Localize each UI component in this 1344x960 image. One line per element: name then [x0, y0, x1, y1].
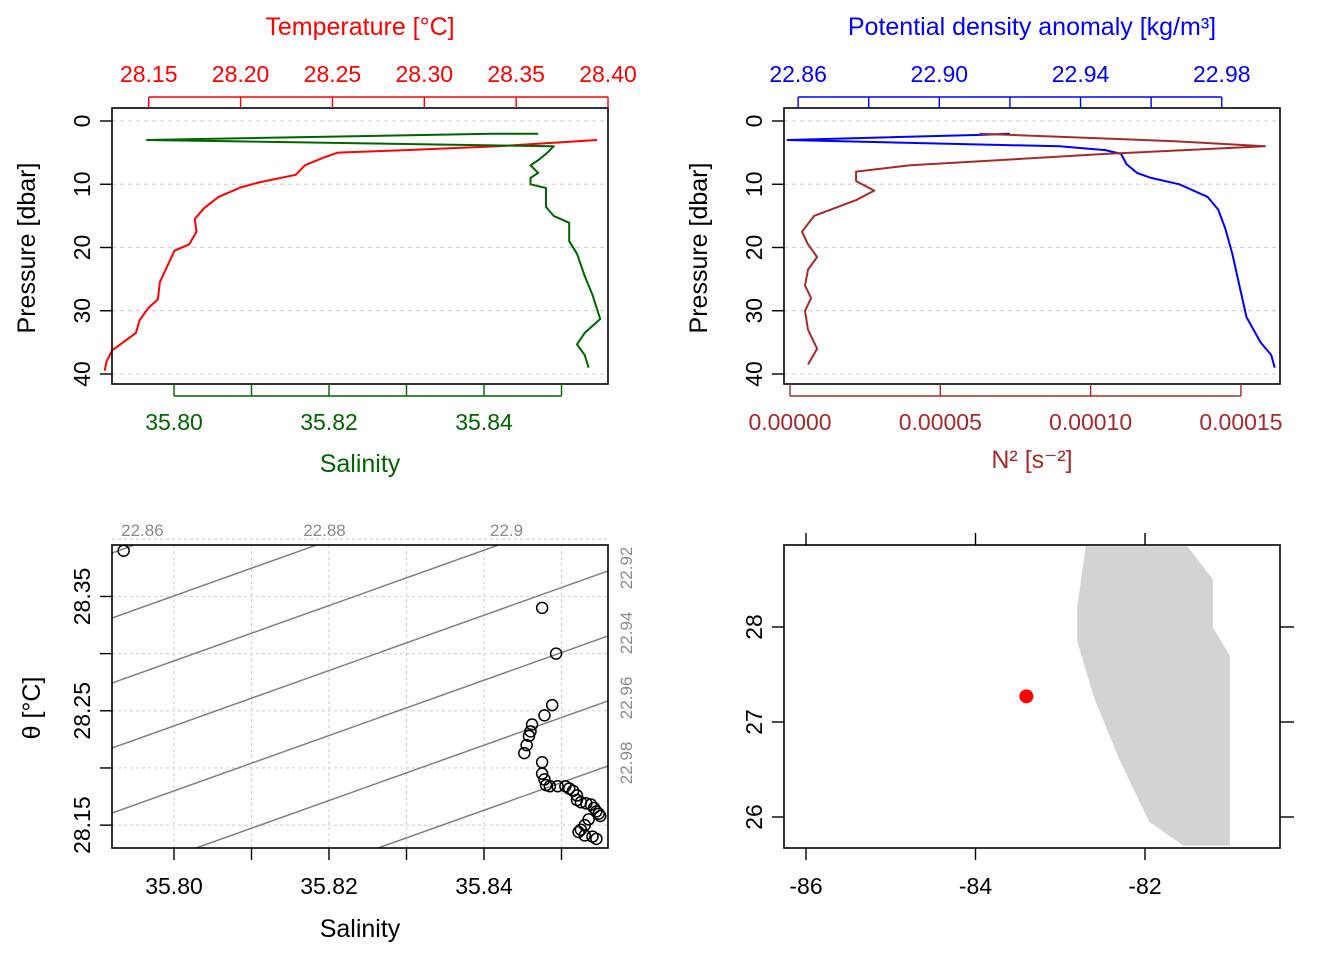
- panel-profile-density-n2: 0 10 20 30 40 22.86 22.90 22.94 22.98 0.00000 0.00…: [685, 13, 1282, 474]
- bottom-tick-label: 35.80: [145, 409, 203, 435]
- isopycnal-line: [112, 545, 319, 619]
- top-tick-label: 28.20: [212, 61, 270, 87]
- panel-station-map: -86 -84 -82 26 27 28: [741, 533, 1294, 899]
- panel-ts-diagram: 22.86 22.88 22.9 22.92 22.94 22.96 22.98 35.80 3…: [18, 521, 636, 943]
- plot-area: 0 10 20 30 40 28.15 28.20 28.25 28.30 28.35 28.40 3…: [69, 61, 637, 435]
- ts-point: [535, 601, 549, 615]
- bottom-tick-label: 35.82: [300, 409, 358, 435]
- top-tick-label: 28.30: [396, 61, 454, 87]
- plot-frame: [111, 107, 609, 385]
- station-marker: [1019, 689, 1034, 704]
- y-tick-label: 28.15: [69, 796, 95, 854]
- plot-frame: [783, 544, 1281, 849]
- top-tick-label: 28.25: [304, 61, 362, 87]
- ts-point: [570, 789, 584, 802]
- isopycnal-group: [112, 545, 608, 848]
- y-tick-label: 10: [69, 171, 95, 197]
- y-tick-label: 10: [741, 171, 767, 197]
- bottom-tick-label: 0.00015: [1199, 409, 1282, 435]
- isopycnal-line: [112, 545, 501, 684]
- top-axis-title: Temperature [°C]: [265, 13, 454, 41]
- ts-point: [535, 755, 549, 769]
- ts-point: [578, 829, 591, 842]
- plot-frame: [111, 544, 609, 849]
- ts-point: [538, 709, 551, 722]
- plot-area: 22.86 22.88 22.9 22.92 22.94 22.96 22.98 35.80 3…: [69, 521, 636, 899]
- top-tick-label: 28.35: [487, 61, 545, 87]
- y-tick-label: 20: [741, 235, 767, 261]
- x-tick-label: 35.82: [300, 873, 358, 899]
- bottom-axis-title: N² [s⁻²]: [991, 446, 1072, 474]
- x-axis-title: Salinity: [320, 915, 401, 943]
- y-tick-label: 0: [741, 115, 767, 128]
- land-polygon: [1077, 546, 1230, 846]
- y-tick-label: 40: [741, 361, 767, 387]
- ts-point: [525, 718, 539, 731]
- plot-area: -86 -84 -82 26 27 28: [741, 533, 1294, 899]
- ts-point: [545, 698, 559, 712]
- ts-point: [518, 746, 531, 760]
- y-tick-label: 30: [741, 298, 767, 324]
- isopycnal-line: [375, 765, 608, 848]
- isopycnal-line: [112, 635, 608, 814]
- series-line-n-: [801, 132, 1266, 365]
- ts-point: [543, 780, 557, 793]
- x-tick-label: 35.84: [455, 873, 513, 899]
- bottom-tick-label: 35.84: [455, 409, 513, 435]
- isopycnal-label: 22.86: [121, 521, 164, 540]
- isopycnal-label: 22.92: [617, 547, 636, 590]
- ts-point: [520, 738, 533, 752]
- ts-point: [535, 767, 549, 780]
- bottom-tick-label: 0.00005: [899, 409, 982, 435]
- y-tick-label: 20: [69, 235, 95, 261]
- series-line-potential-density-anomaly: [786, 132, 1276, 368]
- bottom-axis-title: Salinity: [320, 450, 401, 478]
- bottom-tick-label: 0.00000: [748, 409, 831, 435]
- bottom-tick-label: 0.00010: [1049, 409, 1132, 435]
- isopycnal-line: [112, 570, 608, 749]
- y-tick-label: 0: [69, 115, 95, 128]
- x-tick-label: -86: [789, 873, 822, 899]
- isopycnal-label: 22.96: [617, 677, 636, 720]
- panel-profile-ts: 0 10 20 30 40 28.15 28.20 28.25 28.30 28.35 28.40 3…: [13, 13, 637, 478]
- y-axis-title: θ [°C]: [18, 677, 46, 740]
- ts-point: [572, 825, 585, 839]
- ts-point: [594, 809, 607, 823]
- ts-point: [551, 780, 564, 793]
- y-tick-label: 26: [741, 804, 767, 830]
- top-tick-label: 28.40: [579, 61, 637, 87]
- top-tick-label: 22.86: [769, 61, 827, 87]
- y-tick-label: 40: [69, 361, 95, 387]
- ts-point: [549, 647, 563, 660]
- top-tick-label: 22.90: [911, 61, 969, 87]
- ts-point: [592, 807, 605, 820]
- ts-point: [522, 729, 536, 743]
- top-tick-label: 22.98: [1193, 61, 1251, 87]
- y-tick-label: 27: [741, 709, 767, 735]
- y-tick-label: 28.25: [69, 682, 95, 740]
- y-tick-label: 30: [69, 298, 95, 324]
- y-axis-title: Pressure [dbar]: [685, 163, 713, 334]
- isopycnal-label: 22.9: [490, 521, 523, 540]
- isopycnal-label: 22.88: [303, 521, 346, 540]
- isopycnal-label: 22.98: [617, 742, 636, 785]
- x-tick-label: 35.80: [145, 873, 203, 899]
- top-tick-label: 28.15: [120, 61, 178, 87]
- x-tick-label: -82: [1128, 873, 1161, 899]
- y-tick-label: 28: [741, 614, 767, 640]
- series-line-temperature: [103, 139, 598, 371]
- top-tick-label: 22.94: [1052, 61, 1110, 87]
- plot-area: 0 10 20 30 40 22.86 22.90 22.94 22.98 0.00000 0.00…: [741, 61, 1282, 435]
- plot-frame: [783, 107, 1281, 385]
- series-line-salinity: [145, 132, 602, 368]
- y-axis-title: Pressure [dbar]: [13, 163, 41, 334]
- isopycnal-label: 22.94: [617, 612, 636, 655]
- x-tick-label: -84: [959, 873, 992, 899]
- top-axis-title: Potential density anomaly [kg/m³]: [848, 13, 1216, 41]
- ts-point: [590, 832, 603, 846]
- y-tick-label: 28.35: [69, 568, 95, 626]
